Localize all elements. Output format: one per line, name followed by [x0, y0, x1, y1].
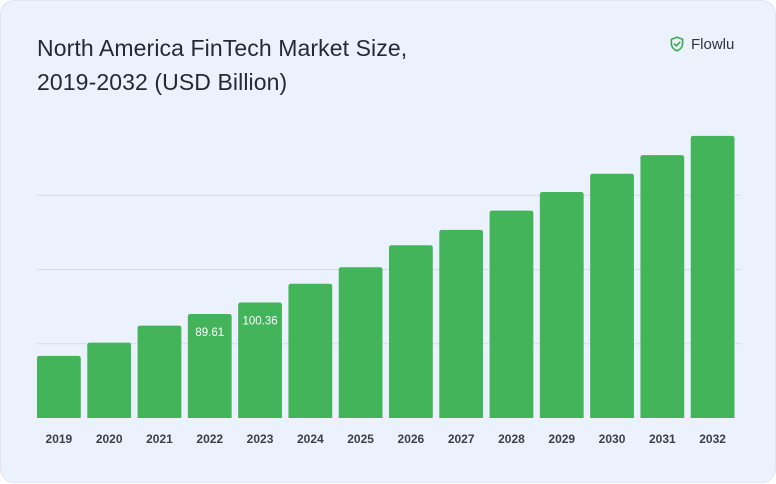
bar-2024	[288, 283, 333, 418]
x-tick-label-2022: 2022	[196, 432, 223, 446]
bar-2025	[338, 267, 383, 418]
chart-title-line-1: North America FinTech Market Size,	[37, 35, 408, 61]
x-tick-label-2028: 2028	[498, 432, 525, 446]
chart-title-line-2: 2019-2032 (USD Billion)	[37, 69, 288, 95]
bar-2026	[389, 245, 433, 418]
x-tick-label-2023: 2023	[247, 432, 274, 446]
bar-2023	[238, 302, 282, 418]
check-shield-icon	[670, 36, 684, 52]
brand-logo: Flowlu	[669, 34, 734, 54]
bar-2029	[539, 191, 584, 418]
x-tick-label-2024: 2024	[297, 432, 324, 446]
x-tick-label-2030: 2030	[599, 432, 626, 446]
brand-name: Flowlu	[691, 35, 735, 53]
bar-2022	[187, 313, 232, 418]
chart-title: North America FinTech Market Size, 2019-…	[37, 31, 507, 99]
data-label-2023: 100.36	[242, 316, 277, 328]
bar-2021	[137, 325, 182, 418]
data-label-2022: 89.61	[195, 327, 224, 339]
x-tick-label-2032: 2032	[699, 432, 726, 446]
x-tick-label-2021: 2021	[146, 432, 173, 446]
bar-2032	[690, 135, 735, 418]
x-tick-label-2019: 2019	[46, 432, 73, 446]
x-tick-label-2025: 2025	[347, 432, 374, 446]
x-tick-label-2027: 2027	[448, 432, 475, 446]
bar-2031	[640, 155, 685, 418]
x-tick-label-2026: 2026	[398, 432, 425, 446]
bar-2030	[590, 173, 634, 418]
bar-2019	[37, 355, 81, 418]
x-tick-label-2020: 2020	[96, 432, 123, 446]
bar-2020	[87, 342, 132, 418]
x-tick-label-2029: 2029	[548, 432, 575, 446]
bar-2027	[439, 229, 484, 418]
bar-2028	[489, 210, 534, 418]
x-tick-label-2031: 2031	[649, 432, 676, 446]
